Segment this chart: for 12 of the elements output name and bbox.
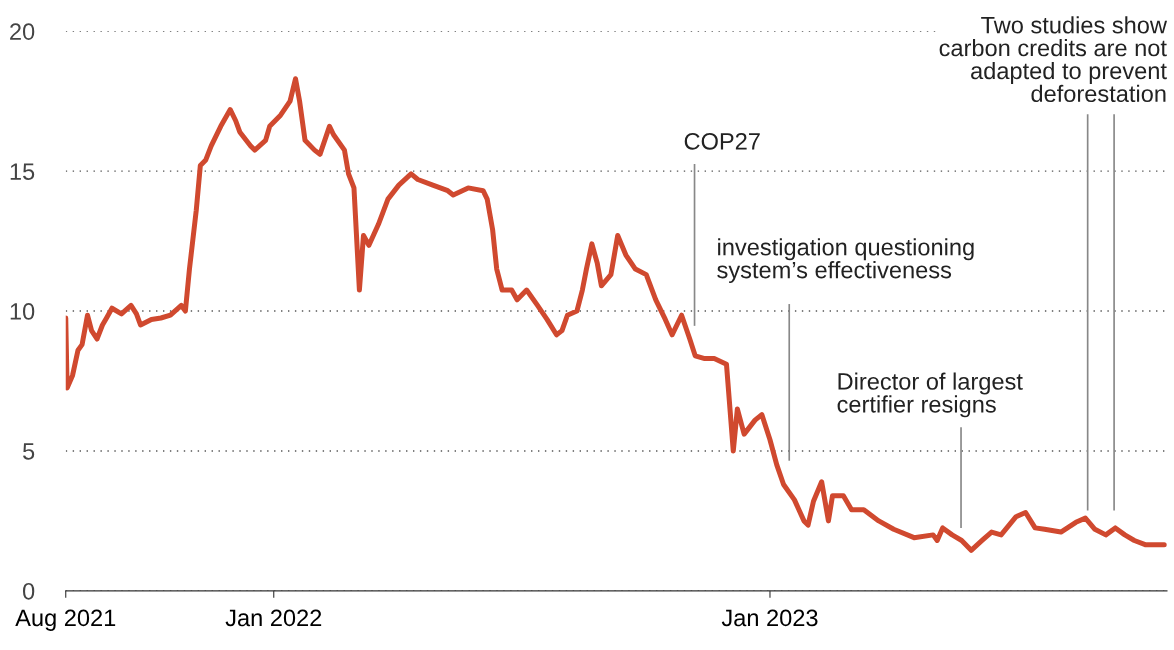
y-tick-label: 15 (10, 163, 35, 180)
annotation: Two studies show carbon credits are not adapted to prevent deforestation (939, 16, 1168, 103)
y-tick-label: 5 (23, 443, 35, 460)
x-tick-label: Aug 2021 (15, 609, 116, 631)
annotation: COP27 (684, 132, 760, 150)
x-tick-label: Jan 2022 (225, 609, 322, 627)
annotation: Director of largest certifier resigns (837, 372, 1023, 418)
y-tick-label: 10 (10, 303, 35, 320)
x-tick-label: Jan 2023 (721, 609, 818, 627)
annotation: investigation questioning system’s effectiveness (717, 238, 974, 284)
y-tick-label: 20 (10, 23, 35, 40)
y-tick-label: 0 (22, 582, 35, 600)
